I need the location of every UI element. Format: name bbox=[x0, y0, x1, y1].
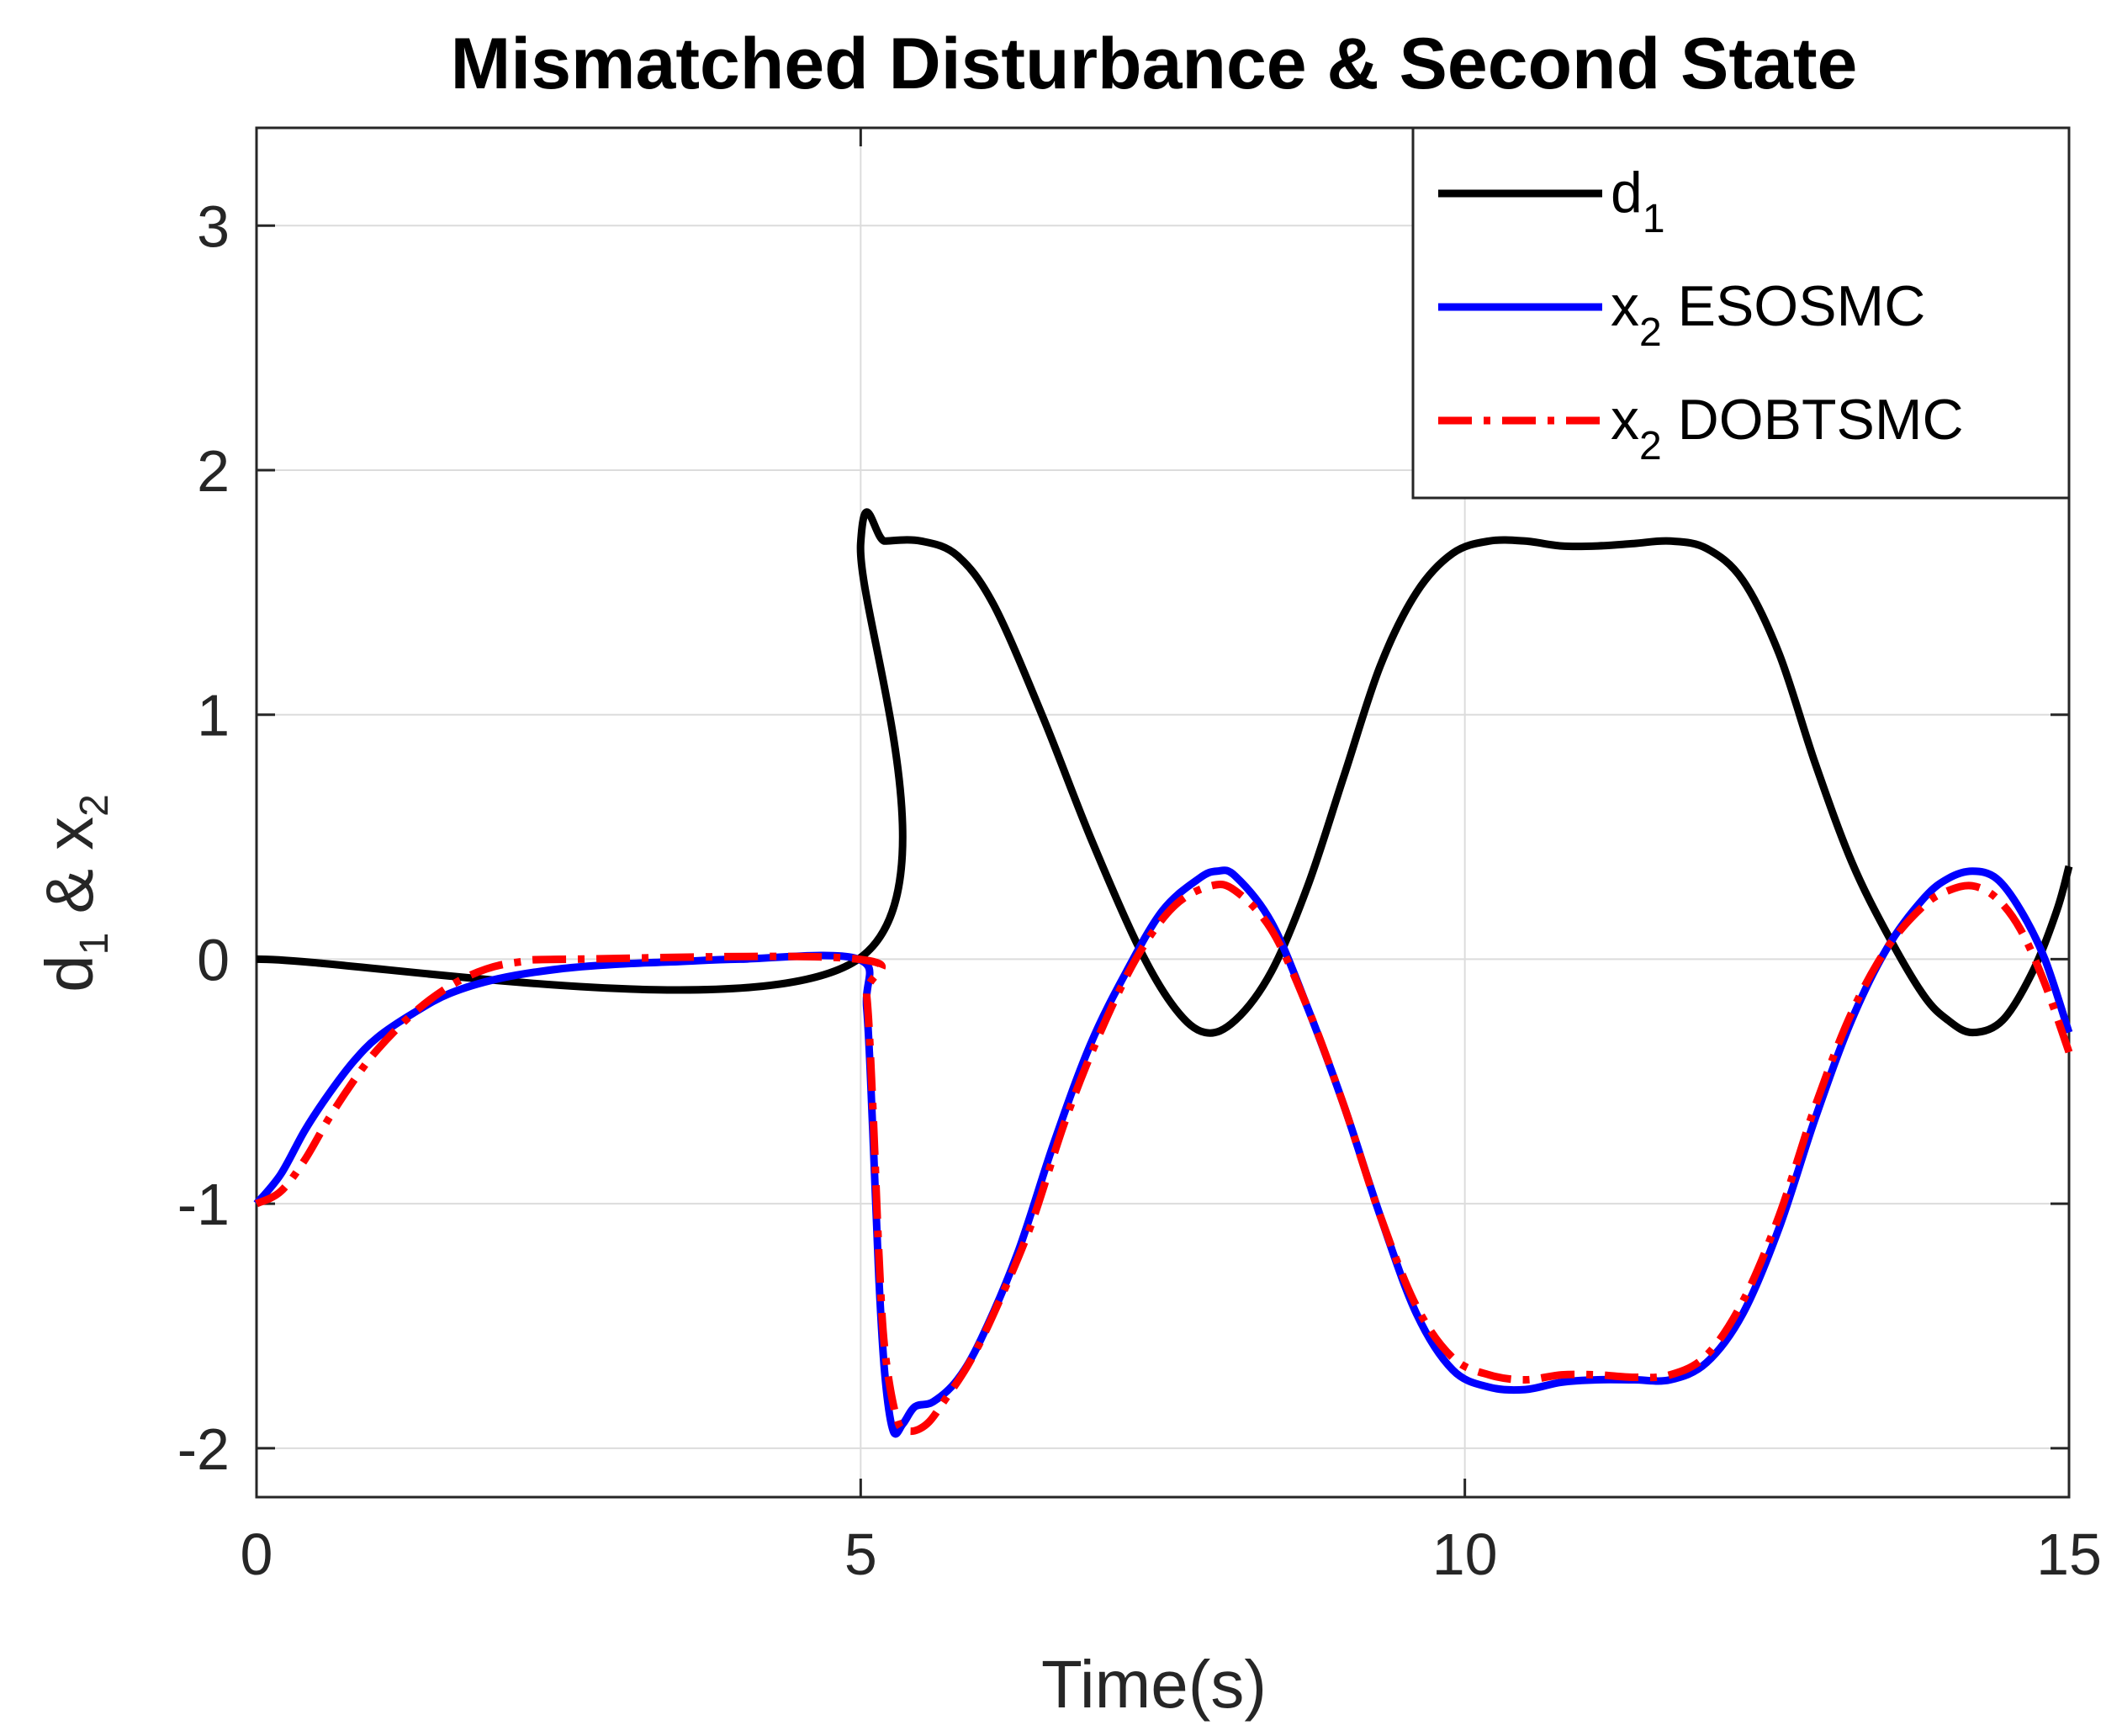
y-tick-label: -2 bbox=[177, 1416, 230, 1482]
legend-label: d1 bbox=[1611, 161, 1665, 241]
y-axis-label-sub2: 2 bbox=[72, 794, 117, 817]
legend-label-main: x bbox=[1611, 388, 1639, 452]
x-tick-label: 0 bbox=[241, 1522, 273, 1587]
y-axis-label-main: d bbox=[32, 955, 107, 992]
y-tick-label: -1 bbox=[177, 1172, 230, 1237]
series-line-d1 bbox=[256, 508, 2073, 1037]
y-tick-label: 1 bbox=[197, 683, 230, 749]
series-group bbox=[253, 508, 2073, 1438]
y-tick-label: 3 bbox=[197, 193, 230, 259]
legend-label-rest: DOBTSMC bbox=[1662, 388, 1964, 452]
chart-title: Mismatched Disturbance & Second State bbox=[451, 24, 1858, 104]
legend-label-sub: 2 bbox=[1639, 424, 1662, 468]
legend-label: x2 DOBTSMC bbox=[1611, 388, 1964, 468]
y-axis-label-sub1: 1 bbox=[72, 933, 117, 955]
legend-label-main: x bbox=[1611, 274, 1639, 338]
series-line-x2-dobtsmc bbox=[254, 880, 2073, 1436]
plot-frame bbox=[255, 126, 2071, 1499]
axis-ticks: 0 5 10 15 -2 -1 0 1 2 3 bbox=[177, 128, 2102, 1587]
legend-label-main: d bbox=[1611, 161, 1643, 225]
x-tick-label: 10 bbox=[1432, 1522, 1498, 1587]
legend-label-sub: 2 bbox=[1639, 310, 1662, 355]
y-axis-label-mid: & x bbox=[32, 817, 107, 933]
y-tick-label: 0 bbox=[197, 927, 230, 992]
y-axis-label: d1 & x2 bbox=[32, 794, 117, 992]
x-tick-label: 15 bbox=[2036, 1522, 2102, 1587]
legend-label-rest: ESOSMC bbox=[1662, 274, 1926, 338]
y-tick-label: 2 bbox=[197, 438, 230, 504]
x-tick-label: 5 bbox=[844, 1522, 877, 1587]
legend-label: x2 ESOSMC bbox=[1611, 274, 1925, 355]
legend-label-sub: 1 bbox=[1643, 197, 1665, 241]
legend-box bbox=[1411, 126, 2071, 500]
x-axis-label: Time(s) bbox=[1041, 1647, 1267, 1722]
